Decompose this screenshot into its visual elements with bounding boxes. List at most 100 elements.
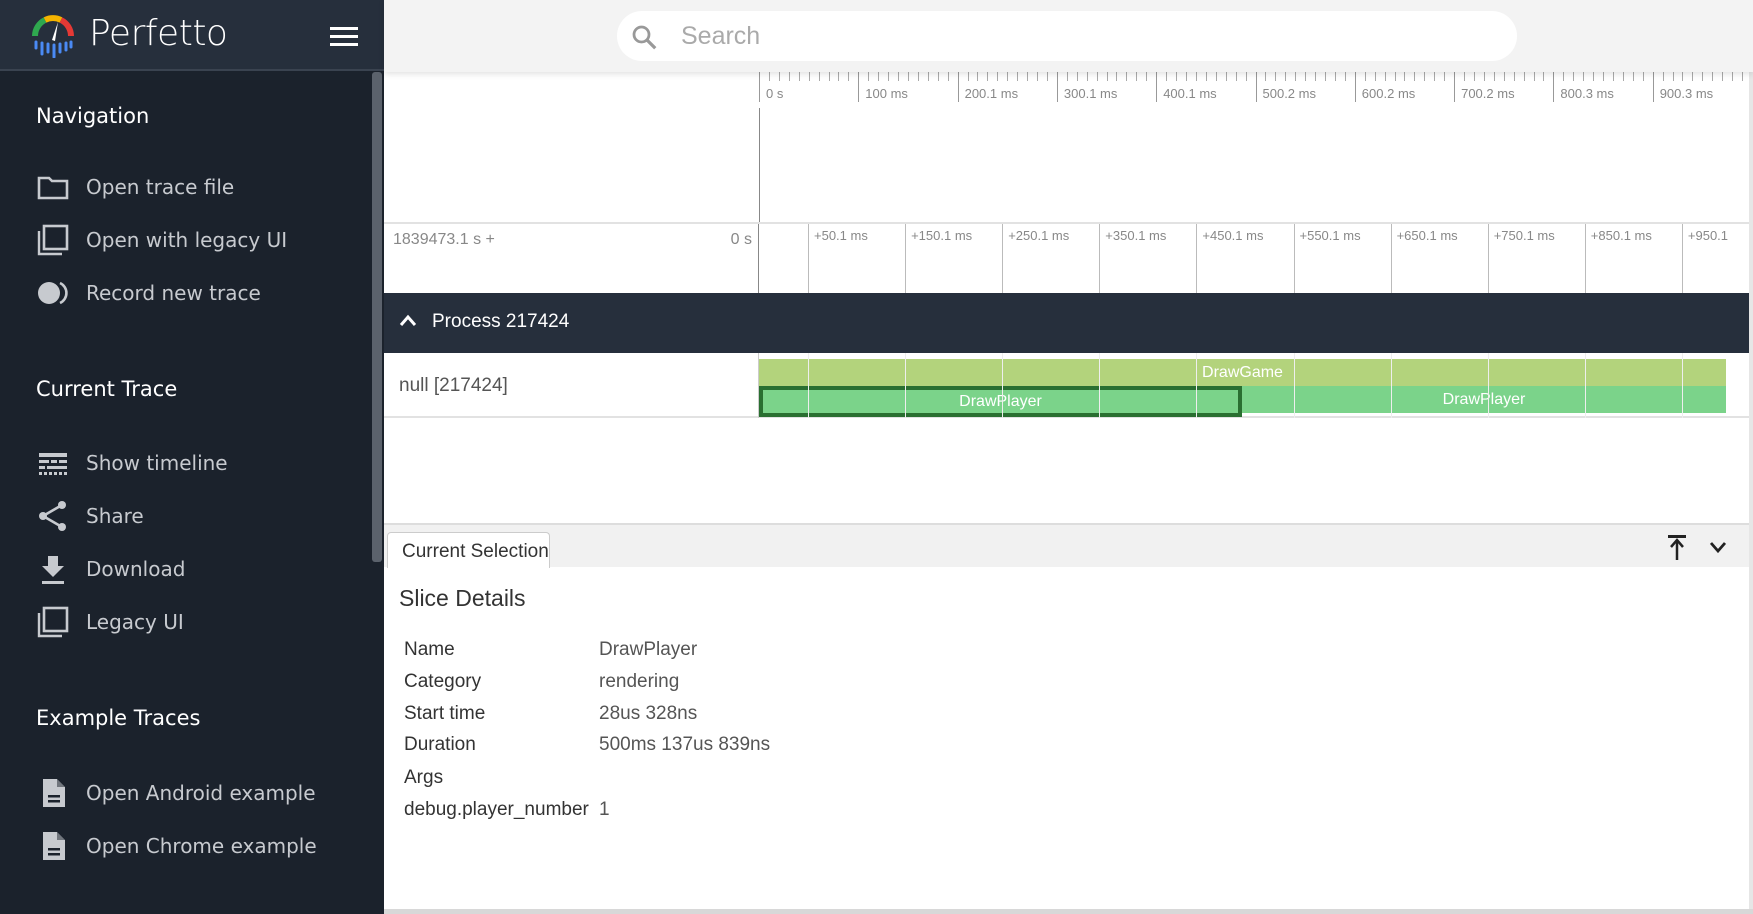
sidebar-item[interactable]: Open Chrome example (36, 828, 366, 864)
sidebar-item[interactable]: Show timeline (36, 445, 366, 481)
overview-minor-tick (1523, 72, 1525, 81)
slice-drawplayer[interactable]: DrawPlayer (759, 386, 1243, 417)
overview-minor-tick (1384, 72, 1386, 81)
overview-minor-tick (1404, 72, 1406, 81)
overview-minor-tick (1662, 72, 1664, 81)
overview-major-tick (759, 72, 760, 102)
details-panel: Current Selection Slice Details Name Draw… (384, 523, 1753, 914)
overview-major-tick (1156, 72, 1158, 102)
overview-minor-tick (1642, 72, 1644, 81)
detail-label: Args (404, 767, 444, 788)
overview-minor-tick (1473, 72, 1475, 81)
detail-value: 1 (599, 799, 610, 820)
overview-tick-label: 700.2 ms (1461, 86, 1515, 101)
overview-tick-label: 100 ms (865, 86, 908, 101)
detail-value: rendering (599, 671, 680, 692)
chevron-up-icon[interactable] (398, 311, 418, 331)
search-box[interactable] (617, 11, 1517, 61)
process-track-header[interactable]: Process 217424 (384, 293, 1750, 353)
maximize-panel-icon[interactable] (1664, 533, 1690, 561)
ruler-tick (1487, 224, 1489, 295)
overview-tick-label: 600.2 ms (1361, 86, 1416, 101)
sidebar-item-label: Record new trace (86, 281, 261, 305)
overview-minor-tick (1265, 72, 1267, 81)
chevron-down-icon[interactable] (1708, 537, 1728, 557)
overview-tick-label: 800.3 ms (1560, 86, 1614, 101)
overview-minor-tick (1563, 72, 1565, 81)
overview-minor-tick (997, 72, 999, 81)
overview-tick-label: 400.1 ms (1163, 86, 1217, 101)
timeline-icon (39, 453, 67, 475)
details-tab-bar: Current Selection (384, 525, 1753, 568)
overview-major-tick (1652, 72, 1654, 102)
sidebar-section-title: Navigation (36, 104, 150, 128)
overview-minor-tick (1007, 72, 1009, 81)
ruler-tick-label: +450.1 ms (1202, 228, 1264, 243)
sidebar-item[interactable]: Share (36, 498, 366, 534)
ruler-tick (905, 224, 907, 295)
process-title: Process 217424 (432, 311, 570, 332)
overview-major-tick (1354, 72, 1356, 102)
ruler-tick (1196, 224, 1198, 295)
sidebar-item[interactable]: Open with legacy UI (36, 222, 366, 258)
overview-minor-tick (778, 72, 780, 81)
overview-minor-tick (1364, 72, 1366, 81)
overview-minor-tick (868, 72, 870, 81)
sidebar-item-label: Open Android example (86, 781, 316, 805)
overview-minor-tick (967, 72, 969, 81)
overview-minor-tick (1622, 72, 1624, 81)
overview-minor-tick (828, 72, 830, 81)
search-icon (632, 25, 657, 50)
overview-minor-tick (1225, 72, 1227, 81)
overview-minor-tick (1116, 72, 1118, 81)
detail-label: Name (404, 639, 455, 660)
overview-minor-tick (1712, 72, 1714, 81)
overview-minor-tick (1414, 72, 1416, 81)
ruler-tick-label: +850.1 ms (1590, 228, 1652, 243)
thread-track: null [217424] DrawGame DrawPlayer DrawPlay… (384, 353, 1750, 418)
track-label: null [217424] (399, 375, 508, 396)
overview-major-tick (1454, 72, 1456, 102)
sidebar-item[interactable]: Legacy UI (36, 604, 366, 640)
overview-minor-tick (1295, 72, 1297, 81)
overview-minor-tick (1315, 72, 1317, 81)
sidebar-item[interactable]: Record new trace (36, 275, 366, 311)
sidebar-item[interactable]: Open Android example (36, 775, 366, 811)
slice-drawgame[interactable]: DrawGame (759, 359, 1726, 386)
overview-minor-tick (1444, 72, 1446, 81)
ruler-tick-label: +650.1 ms (1396, 228, 1458, 243)
sidebar-item[interactable]: Download (36, 551, 366, 587)
fiber-smart-record-icon (38, 281, 68, 305)
overview-minor-tick (808, 72, 810, 81)
overview-minor-tick (1285, 72, 1287, 81)
tab-current-selection[interactable]: Current Selection (387, 532, 550, 568)
overview-minor-tick (1374, 72, 1376, 81)
overview-tick-label: 500.2 ms (1262, 86, 1316, 101)
detail-label: debug.player_number (404, 799, 589, 820)
overview-minor-tick (1017, 72, 1019, 81)
overview-minor-tick (848, 72, 850, 81)
overview-minor-tick (1573, 72, 1575, 81)
overview-minor-tick (1732, 72, 1734, 81)
overview-minor-tick (1325, 72, 1326, 81)
detail-value: 28us 328ns (599, 703, 698, 724)
ruler-tick-label: +550.1 ms (1299, 228, 1361, 243)
slice-details-title: Slice Details (399, 585, 526, 611)
overview-minor-tick (1513, 72, 1515, 81)
slice-drawplayer[interactable]: DrawPlayer (1242, 386, 1726, 413)
overview-minor-tick (1166, 72, 1168, 81)
ruler-tick (1293, 224, 1295, 295)
ruler-tick (1681, 224, 1683, 295)
sidebar-item-label: Share (86, 504, 144, 528)
overview-minor-tick (1086, 72, 1088, 81)
app-name: Perfetto (89, 13, 228, 54)
hamburger-menu-icon[interactable] (330, 27, 358, 47)
overview-minor-tick (1037, 72, 1039, 81)
search-input[interactable] (681, 19, 1481, 53)
sidebar-item[interactable]: Open trace file (36, 169, 366, 205)
time-ruler[interactable]: 1839473.1 s + 0 s +50.1 ms +150.1 ms +250.… (384, 222, 1750, 295)
perfetto-logo (32, 15, 74, 58)
sidebar-scrollbar[interactable] (372, 72, 382, 562)
overview-minor-tick (1593, 72, 1595, 81)
overview-minor-tick (1176, 72, 1178, 81)
